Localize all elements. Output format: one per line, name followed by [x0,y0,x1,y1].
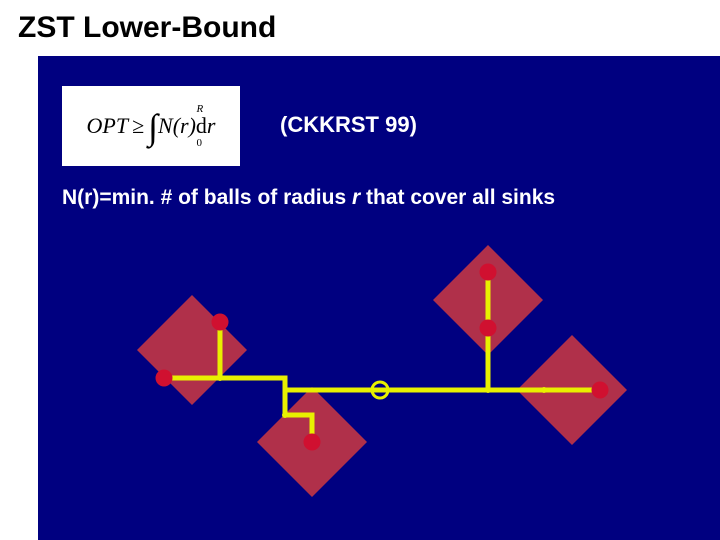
sink-node-icon [480,320,496,336]
coverage-ball-icon [137,295,247,405]
sink-node-icon [156,370,172,386]
formula: OPT≥∫R0N(r)dr [87,113,216,139]
formula-opt: OPT [87,113,129,138]
slide: ZST Lower-Bound OPT≥∫R0N(r)dr (CKKRST 99… [0,0,720,540]
differential-d: d [196,113,207,138]
sink-node-icon [304,434,320,450]
diagram [80,230,640,510]
definition-var: r [352,186,360,209]
integral-sign: ∫ [148,117,158,139]
sink-node-icon [212,314,228,330]
side-strip [0,56,38,540]
root-center-icon [378,388,383,393]
slide-title: ZST Lower-Bound [18,11,276,45]
formula-ge: ≥ [128,113,148,138]
definition-suffix: that cover all sinks [360,186,555,209]
diamonds-layer [137,245,627,497]
definition-line: N(r)=min. # of balls of radius r that co… [62,186,555,210]
title-bar: ZST Lower-Bound [0,0,720,56]
steiner-point-icon [541,387,547,393]
steiner-point-icon [217,375,223,381]
lower-limit: 0 [197,137,203,149]
integrand-arg: (r) [173,113,196,138]
sink-node-icon [480,264,496,280]
citation: (CKKRST 99) [280,112,417,138]
integrand-N: N [158,113,173,138]
upper-limit: R [197,103,204,115]
formula-box: OPT≥∫ R 0 N(r)dr [62,86,240,166]
sink-node-icon [592,382,608,398]
differential-var: r [207,113,216,138]
steiner-point-icon [282,412,288,418]
steiner-point-icon [485,387,491,393]
definition-prefix: N(r)=min. # of balls of radius [62,186,352,209]
